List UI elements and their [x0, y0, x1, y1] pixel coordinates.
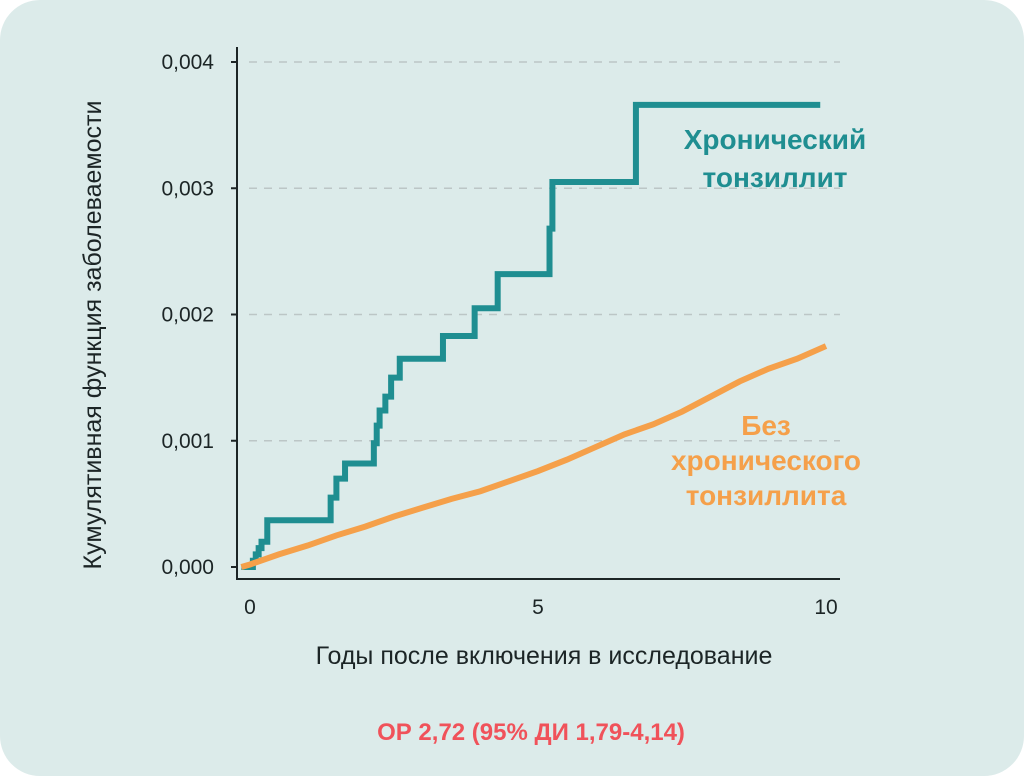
series-chronic-tonsillitis-line: [241, 101, 821, 570]
series-lines: [240, 101, 828, 570]
y-tick-label: 0,000: [161, 556, 214, 579]
x-tick-labels: 0 5 10: [244, 596, 838, 619]
grid-lines: [249, 61, 840, 442]
y-tick-label: 0,001: [161, 430, 214, 453]
annotation-line: Хронический: [684, 124, 866, 155]
annotation-line: Без: [741, 410, 791, 441]
series-no-chronic-line: [240, 343, 828, 570]
x-tick-label: 5: [532, 596, 544, 619]
y-tick-label: 0,004: [161, 51, 214, 74]
annotation-line: тонзиллита: [686, 480, 847, 511]
annotation-chronic: Хронический тонзиллит: [684, 124, 866, 193]
x-tick-label: 10: [814, 596, 837, 619]
x-axis-label: Годы после включения в исследование: [316, 642, 773, 670]
y-tick-label: 0,003: [161, 177, 214, 200]
footer-hazard-ratio: ОР 2,72 (95% ДИ 1,79-4,14): [377, 719, 685, 746]
x-tick-label: 0: [244, 596, 256, 619]
y-tick-label: 0,002: [161, 304, 214, 327]
y-axis-label: Кумулятивная функция заболеваемости: [79, 101, 107, 570]
annotation-no-chronic: Без хронического тонзиллита: [671, 410, 861, 511]
annotation-line: тонзиллит: [703, 162, 848, 193]
y-tick-labels: 0,000 0,001 0,002 0,003 0,004: [161, 51, 237, 579]
annotation-line: хронического: [671, 445, 861, 476]
